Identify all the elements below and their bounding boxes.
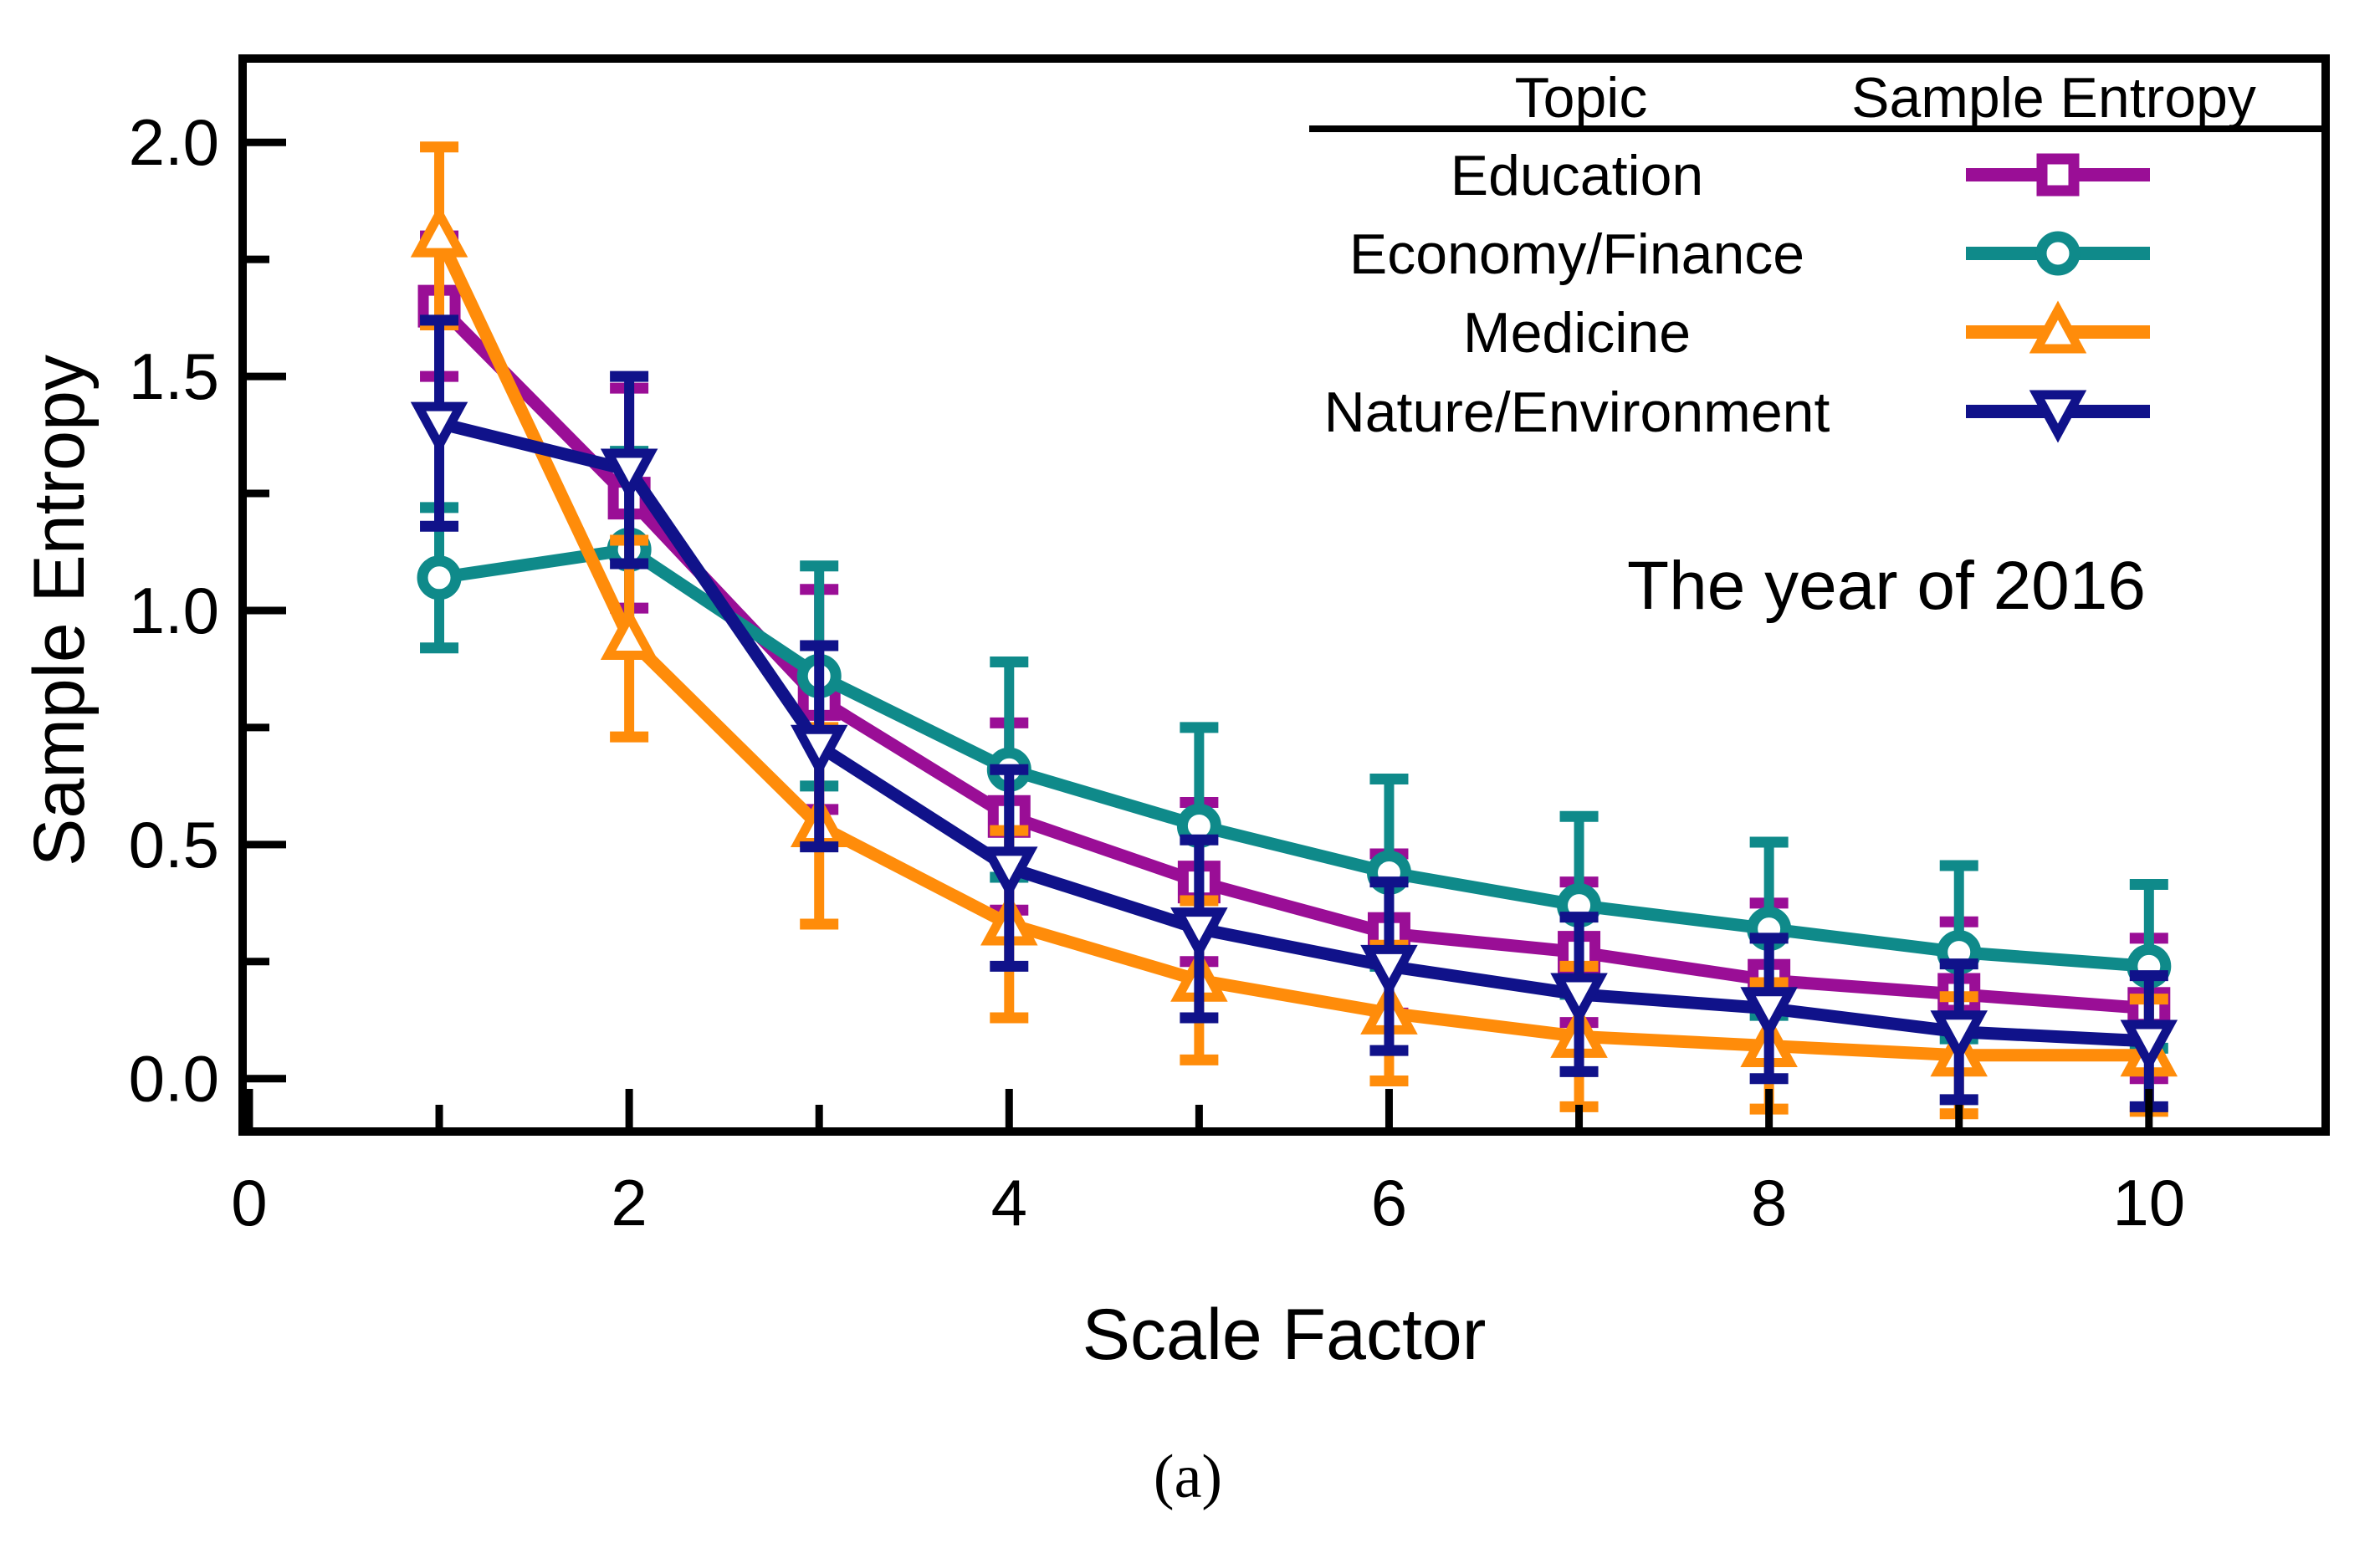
series-line <box>438 416 2150 1048</box>
x-tick-label: 8 <box>1751 1166 1787 1239</box>
legend-header-sample-entropy: Sample Entropy <box>1851 66 2256 130</box>
y-tick-label: 1.0 <box>129 574 219 647</box>
x-tick-label: 2 <box>611 1166 647 1239</box>
series-line <box>433 232 2149 1062</box>
y-tick-label: 0.5 <box>129 808 219 881</box>
legend-label: Nature/Environment <box>1324 381 1830 444</box>
legend-header-topic: Topic <box>1515 66 1648 130</box>
legend-rows: Education Economy/Finance Medicine Nature/E… <box>1324 144 2150 444</box>
series-line <box>434 301 2150 1015</box>
marker-circle <box>2035 231 2081 276</box>
marker-triangle-down <box>980 846 1038 900</box>
marker-triangle-down <box>1170 907 1228 961</box>
legend-label: Medicine <box>1463 301 1691 365</box>
legend-label: Economy/Finance <box>1349 222 1804 286</box>
marker-triangle-down <box>1740 987 1798 1040</box>
y-axis-title: Sample Entropy <box>19 355 100 866</box>
marker-triangle-down <box>600 448 658 502</box>
marker-triangle-down <box>1930 1010 1988 1064</box>
marker-triangle-up <box>410 204 468 258</box>
legend: Topic Sample Entropy Education Economy/Fi… <box>1309 66 2324 444</box>
legend-item: Education <box>1451 144 2150 207</box>
marker-triangle-up <box>2029 300 2087 354</box>
year-annotation: The year of 2016 <box>1627 548 2146 624</box>
marker-triangle-down <box>2120 1019 2178 1073</box>
x-tick-label: 0 <box>231 1166 267 1239</box>
legend-item: Medicine <box>1463 300 2150 365</box>
y-tick-label: 0.0 <box>129 1042 219 1116</box>
x-tick-label: 6 <box>1371 1166 1407 1239</box>
marker-triangle-down <box>1550 973 1608 1026</box>
series-nature-environment <box>410 314 2178 1112</box>
y-tick-label: 2.0 <box>129 105 219 179</box>
subfigure-caption: (a) <box>1154 1443 1222 1511</box>
axes-layer: 0 2 4 6 8 10 0.0 0.5 1.0 1.5 2.0 <box>129 105 2186 1239</box>
marker-triangle-down <box>410 401 468 455</box>
x-tick-label: 10 <box>2112 1166 2185 1239</box>
marker-triangle-down <box>2029 390 2087 443</box>
x-axis-title: Scale Factor <box>1083 1295 1487 1375</box>
x-tick-label: 4 <box>991 1166 1027 1239</box>
legend-item: Nature/Environment <box>1324 381 2150 444</box>
series-layer <box>410 141 2178 1120</box>
marker-triangle-down <box>1360 944 1418 998</box>
marker-triangle-up <box>600 607 658 661</box>
marker-square <box>2036 153 2080 197</box>
legend-label: Education <box>1451 144 1703 207</box>
y-tick-label: 1.5 <box>129 340 219 413</box>
marker-triangle-down <box>790 724 848 778</box>
marker-circle <box>417 555 462 600</box>
legend-item: Economy/Finance <box>1349 222 2150 286</box>
series-medicine <box>410 141 2178 1120</box>
plot-frame <box>238 54 2330 1136</box>
